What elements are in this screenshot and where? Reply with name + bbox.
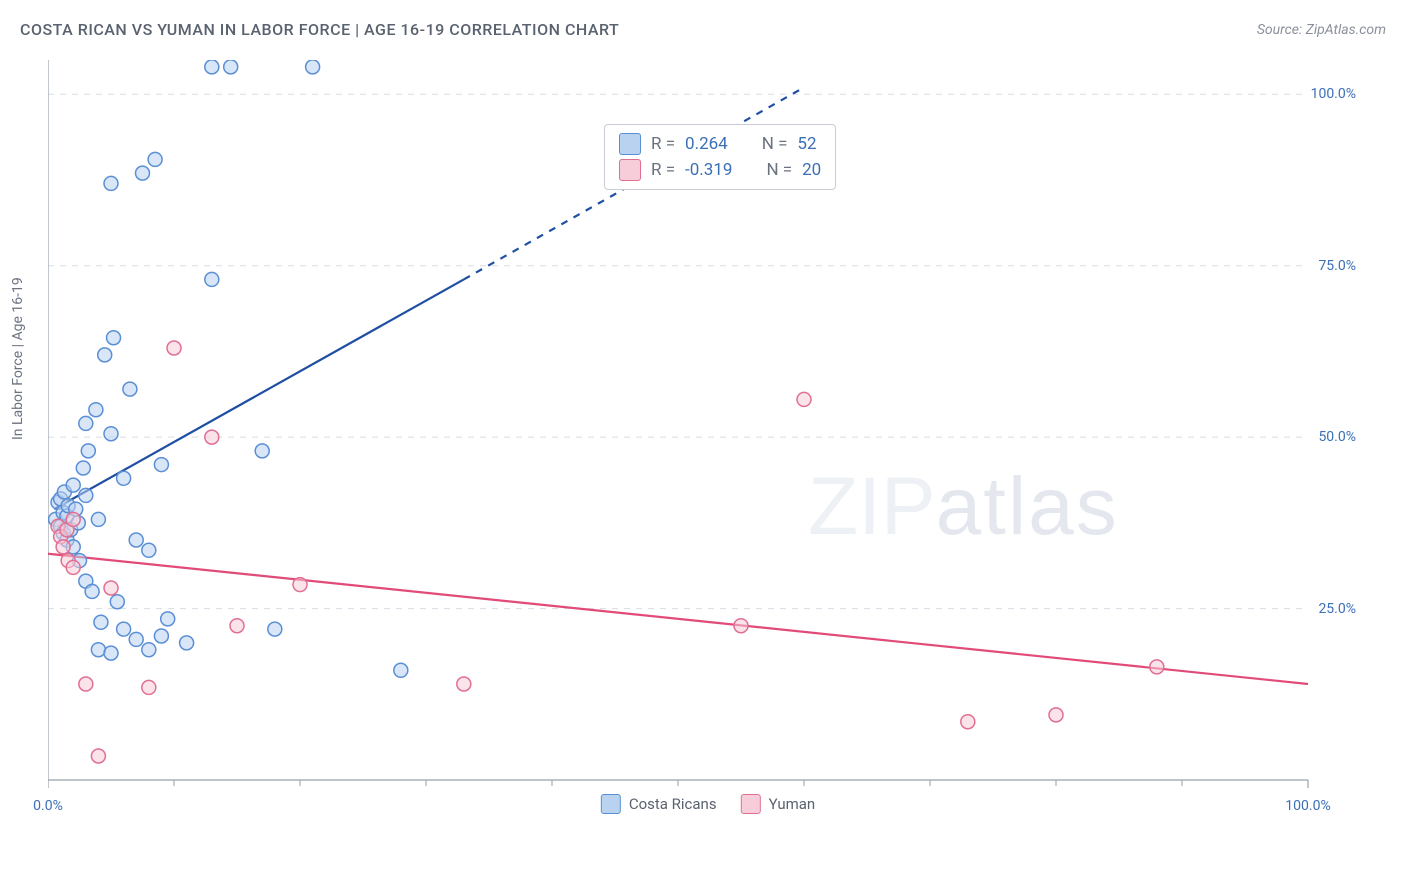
ytick-label: 100.0% (1311, 86, 1356, 102)
legend-item-0: Costa Ricans (601, 794, 717, 814)
stats-r-value: 0.264 (685, 131, 728, 157)
stats-swatch-0 (619, 133, 641, 155)
legend-item-1: Yuman (741, 794, 816, 814)
scatter-plot: R = 0.264 N = 52 R = -0.319 N = 20 ZIPat… (48, 60, 1368, 820)
ytick-label: 50.0% (1318, 429, 1356, 445)
stats-r-value: -0.319 (685, 157, 732, 183)
stats-n-label: N = (762, 131, 788, 157)
stats-n-value: 20 (802, 157, 821, 183)
stats-n-label: N = (766, 157, 792, 183)
legend-label-0: Costa Ricans (629, 795, 717, 813)
y-axis-label: In Labor Force | Age 16-19 (10, 277, 26, 440)
stats-row-1: R = -0.319 N = 20 (619, 157, 821, 183)
legend-swatch-0 (601, 794, 621, 814)
correlation-stats-box: R = 0.264 N = 52 R = -0.319 N = 20 (604, 124, 836, 190)
stats-r-label: R = (651, 131, 675, 157)
ytick-label: 25.0% (1318, 601, 1356, 617)
chart-title: COSTA RICAN VS YUMAN IN LABOR FORCE | AG… (20, 20, 619, 39)
legend-swatch-1 (741, 794, 761, 814)
legend-label-1: Yuman (769, 795, 816, 813)
stats-row-0: R = 0.264 N = 52 (619, 131, 821, 157)
stats-r-label: R = (651, 157, 675, 183)
stats-swatch-1 (619, 159, 641, 181)
xtick-label: 100.0% (1285, 798, 1330, 814)
x-legend: Costa Ricans Yuman (601, 794, 815, 814)
stats-n-value: 52 (797, 131, 816, 157)
ytick-label: 75.0% (1318, 258, 1356, 274)
source-attribution: Source: ZipAtlas.com (1257, 22, 1386, 38)
xtick-label: 0.0% (33, 798, 63, 814)
